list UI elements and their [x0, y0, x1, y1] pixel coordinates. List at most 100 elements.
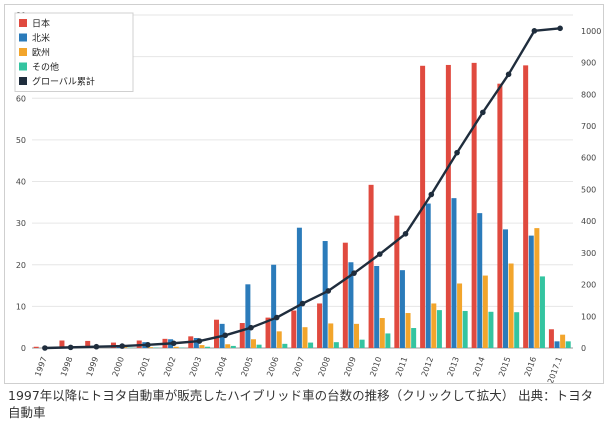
- bar-欧州: [431, 303, 437, 348]
- right-tick-label: 900: [581, 59, 596, 68]
- chart-frame[interactable]: 01020304050607080 0100200300400500600700…: [4, 4, 604, 384]
- bar-その他: [359, 339, 365, 348]
- bar-その他: [462, 310, 468, 348]
- bar-北米: [374, 265, 380, 348]
- bar-北米: [528, 235, 534, 348]
- cumulative-point: [428, 191, 435, 198]
- bar-欧州: [354, 323, 360, 348]
- right-tick-label: 400: [581, 217, 596, 226]
- left-tick-label: 10: [16, 302, 26, 311]
- left-tick-label: 20: [16, 261, 26, 270]
- left-tick-label: 40: [16, 178, 26, 187]
- bar-日本: [342, 242, 348, 348]
- bar-欧州: [534, 228, 540, 348]
- bar-日本: [317, 303, 323, 348]
- right-tick-label: 0: [581, 344, 586, 353]
- x-tick-label: 2016: [523, 356, 538, 378]
- right-tick-label: 600: [581, 154, 596, 163]
- legend-label: グローバル累計: [32, 76, 95, 88]
- bar-欧州: [276, 331, 282, 348]
- x-tick-label: 2003: [188, 356, 203, 378]
- cumulative-point: [557, 25, 563, 32]
- cumulative-point: [119, 343, 125, 349]
- cumulative-point: [351, 270, 357, 276]
- bar-日本: [471, 62, 477, 349]
- right-tick-label: 500: [581, 185, 596, 194]
- bar-その他: [256, 344, 262, 348]
- bar-その他: [230, 345, 236, 348]
- bar-欧州: [379, 318, 385, 348]
- bar-欧州: [560, 334, 566, 348]
- cumulative-line: [42, 25, 563, 351]
- bar-欧州: [173, 346, 179, 348]
- cumulative-point: [273, 314, 280, 321]
- x-tick-label: 1998: [59, 356, 74, 378]
- cumulative-point: [170, 340, 177, 347]
- x-tick-label: 2014: [471, 356, 486, 378]
- cumulative-point: [42, 345, 48, 351]
- cumulative-point: [248, 324, 254, 331]
- bar-その他: [514, 312, 520, 348]
- cumulative-point: [402, 231, 409, 237]
- bar-欧州: [122, 347, 128, 348]
- x-tick-label: 1999: [85, 356, 100, 378]
- bar-北米: [245, 284, 251, 348]
- cumulative-point: [454, 149, 460, 156]
- bar-北米: [502, 229, 508, 348]
- right-tick-label: 300: [581, 249, 596, 258]
- cumulative-point: [145, 342, 151, 348]
- bar-欧州: [302, 327, 308, 348]
- bar-その他: [282, 343, 288, 348]
- bar-その他: [411, 328, 417, 348]
- bar-日本: [33, 346, 39, 348]
- x-axis: 1997 1998 1999 2000 2001 2002 2003 2004 2005 2006…: [33, 356, 564, 383]
- x-tick-label: 2013: [446, 356, 461, 378]
- x-tick-label: 2009: [342, 356, 357, 378]
- bar-北米: [451, 198, 457, 348]
- x-tick-label: 2017.1: [546, 356, 564, 383]
- right-tick-label: 100: [581, 312, 596, 321]
- cumulative-point: [222, 332, 229, 339]
- x-tick-label: 2006: [265, 356, 280, 378]
- bar-欧州: [225, 344, 231, 348]
- legend-swatch: [19, 62, 27, 71]
- x-tick-label: 2007: [291, 356, 306, 378]
- bar-北米: [271, 264, 277, 348]
- bar-北米: [322, 241, 328, 348]
- figure-caption: 1997年以降にトヨタ自動車が販売したハイブリッド車の台数の推移（クリックして拡…: [8, 388, 594, 420]
- right-tick-label: 800: [581, 90, 596, 99]
- bar-その他: [539, 276, 545, 348]
- x-tick-label: 2004: [214, 356, 229, 378]
- left-tick-label: 60: [16, 94, 26, 103]
- legend-swatch: [19, 33, 27, 42]
- bar-日本: [445, 64, 451, 348]
- bar-欧州: [328, 323, 334, 348]
- bar-日本: [239, 323, 245, 348]
- cumulative-point: [93, 343, 100, 350]
- bar-日本: [497, 83, 503, 349]
- bar-日本: [523, 65, 529, 349]
- bar-その他: [205, 346, 211, 348]
- cumulative-point: [480, 109, 486, 116]
- legend-label: 日本: [32, 18, 50, 30]
- hybrid-sales-chart: 01020304050607080 0100200300400500600700…: [14, 11, 601, 383]
- bar-北米: [193, 338, 199, 348]
- x-tick-label: 2015: [497, 356, 512, 378]
- bar-北米: [399, 270, 405, 348]
- x-tick-label: 2011: [394, 356, 409, 378]
- bar-欧州: [199, 345, 205, 348]
- bar-日本: [548, 329, 554, 348]
- x-tick-label: 2000: [111, 356, 126, 378]
- legend-swatch: [19, 77, 27, 85]
- right-tick-label: 200: [581, 281, 596, 290]
- left-tick-label: 30: [16, 219, 26, 228]
- bar-欧州: [482, 275, 488, 348]
- cumulative-point: [325, 288, 332, 294]
- x-tick-label: 2012: [420, 356, 435, 378]
- cumulative-point: [67, 344, 74, 351]
- bar-欧州: [457, 283, 463, 348]
- x-tick-label: 2008: [317, 356, 332, 378]
- bar-北米: [348, 262, 354, 348]
- left-tick-label: 50: [16, 136, 26, 145]
